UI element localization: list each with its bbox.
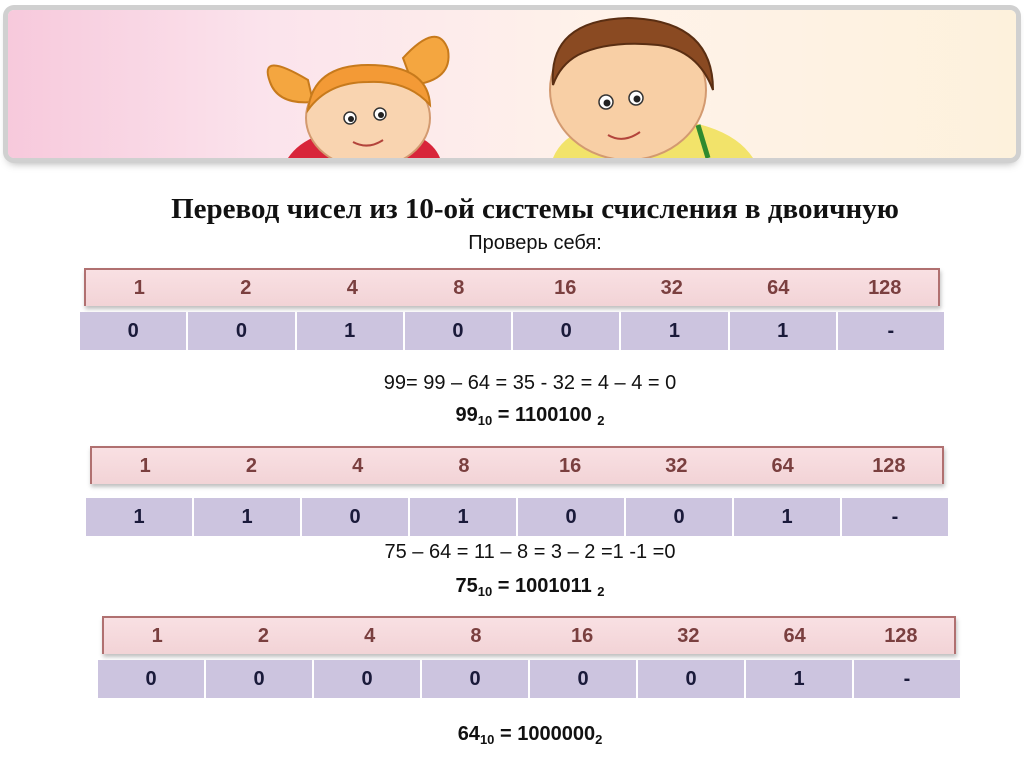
header-cell: 32	[665, 454, 688, 477]
result-3: 6410 = 10000002	[457, 723, 603, 747]
header-cell: 8	[458, 454, 470, 477]
bit-cell: 1	[296, 312, 403, 350]
result-2: 7510 = 1001011 2	[455, 575, 605, 599]
header-cell: 2	[257, 624, 269, 647]
bit-cell: 0	[302, 498, 408, 536]
result-1: 9910 = 1100100 2	[455, 404, 605, 428]
bit-cell: 1	[746, 660, 852, 698]
bit-cell: 0	[513, 312, 620, 350]
bit-cell: -	[837, 312, 944, 350]
header-cell: 16	[554, 276, 577, 299]
bit-cell: 0	[188, 312, 295, 350]
header-cell: 4	[352, 454, 364, 477]
header-cell: 1	[139, 454, 151, 477]
header-cell: 4	[364, 624, 376, 647]
bit-cell: 1	[86, 498, 192, 536]
powers-header-row-3: 1 2 4 8 16 32 64 128	[102, 616, 956, 654]
calculation-2: 75 – 64 = 11 – 8 = 3 – 2 =1 -1 =0	[384, 541, 676, 563]
bit-cell: 1	[194, 498, 300, 536]
bit-cell: -	[854, 660, 960, 698]
header-cell: 128	[884, 624, 918, 647]
banner-illustration	[8, 10, 1016, 158]
bit-cell: 0	[530, 660, 636, 698]
bit-cell: 1	[621, 312, 728, 350]
kids-illustration	[266, 16, 753, 158]
subtitle: Проверь себя:	[468, 232, 602, 254]
header-cell: 32	[677, 624, 700, 647]
bit-cell: 0	[422, 660, 528, 698]
bit-cell: 1	[734, 498, 840, 536]
header-cell: 64	[783, 624, 806, 647]
bit-cell: 0	[80, 312, 187, 350]
bit-cell: 0	[98, 660, 204, 698]
bit-cell: 1	[410, 498, 516, 536]
header-cell: 1	[151, 624, 163, 647]
bits-row-2: 1 1 0 1 0 0 1 -	[86, 498, 948, 536]
powers-header-row-1: 1 2 4 8 16 32 64 128	[84, 268, 940, 306]
header-cell: 2	[245, 454, 257, 477]
header-cell: 2	[240, 276, 252, 299]
header-cell: 16	[571, 624, 594, 647]
header-cell: 8	[453, 276, 465, 299]
page-title: Перевод чисел из 10-ой системы счисления…	[171, 193, 899, 225]
header-cell: 1	[133, 276, 145, 299]
bit-cell: 0	[626, 498, 732, 536]
bit-cell: 0	[206, 660, 312, 698]
header-cell: 128	[872, 454, 906, 477]
bit-cell: 0	[518, 498, 624, 536]
header-cell: 128	[868, 276, 902, 299]
header-cell: 8	[470, 624, 482, 647]
powers-header-row-2: 1 2 4 8 16 32 64 128	[90, 446, 944, 484]
bits-row-1: 0 0 1 0 0 1 1 -	[80, 312, 944, 350]
bits-row-3: 0 0 0 0 0 0 1 -	[98, 660, 960, 698]
header-cell: 4	[346, 276, 358, 299]
header-cell: 16	[559, 454, 582, 477]
calculation-1: 99= 99 – 64 = 35 - 32 = 4 – 4 = 0	[383, 372, 677, 394]
bit-cell: 1	[729, 312, 836, 350]
bit-cell: 0	[404, 312, 511, 350]
header-cell: 64	[767, 276, 790, 299]
bit-cell: 0	[314, 660, 420, 698]
header-cell: 64	[771, 454, 794, 477]
bit-cell: 0	[638, 660, 744, 698]
bit-cell: -	[842, 498, 948, 536]
header-cell: 32	[660, 276, 683, 299]
